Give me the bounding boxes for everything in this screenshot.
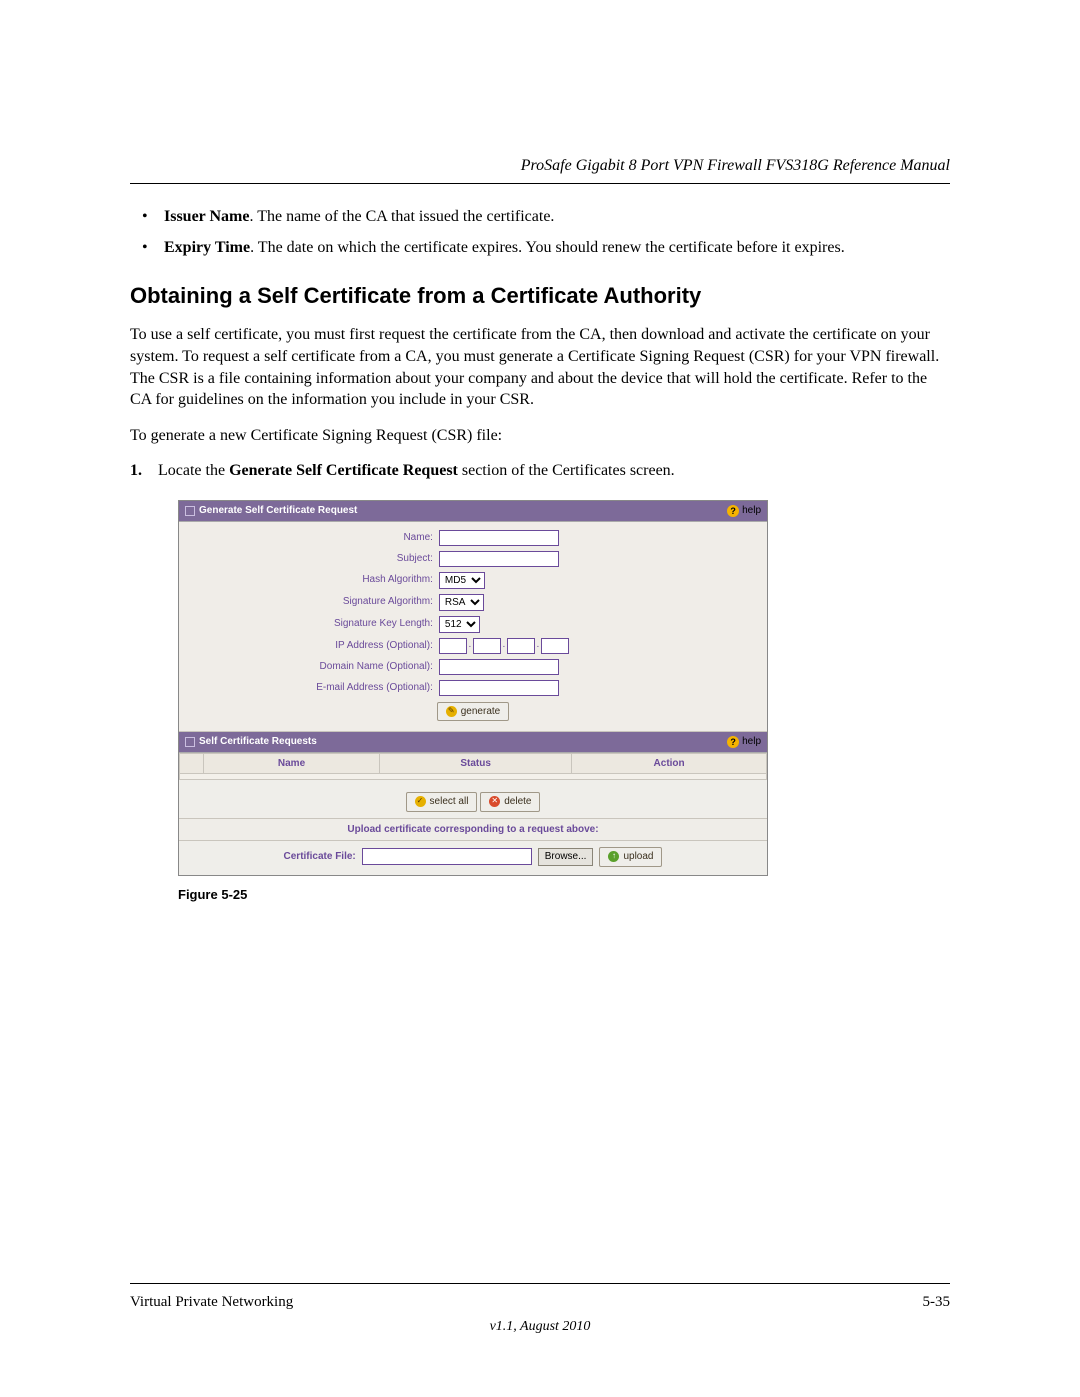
input-domain[interactable] [439,659,559,675]
generate-button[interactable]: ✎ generate [437,702,509,722]
panel2-title: Self Certificate Requests [199,735,317,749]
upload-label: upload [623,850,653,864]
label-subject: Subject: [189,552,439,566]
col-action: Action [572,753,767,774]
definition-item: Expiry Time. The date on which the certi… [164,237,950,259]
input-ip-octet-3[interactable] [507,638,535,654]
select-all-button[interactable]: ✓ select all [406,792,478,812]
upload-button[interactable]: ↑ upload [599,847,662,867]
section-heading: Obtaining a Self Certificate from a Cert… [130,281,950,311]
panel-collapse-icon[interactable] [185,506,195,516]
label-domain: Domain Name (Optional): [189,660,439,674]
col-check [180,753,204,774]
requests-table: Name Status Action [179,753,767,781]
panel2-body: Name Status Action ✓ select all ✕ delete… [179,753,767,875]
step-text-suffix: section of the Certificates screen. [458,462,675,479]
col-status: Status [380,753,572,774]
select-all-icon: ✓ [415,796,426,807]
generate-icon: ✎ [446,706,457,717]
upload-icon: ↑ [608,851,619,862]
footer-rule [130,1283,950,1284]
label-ip-address: IP Address (Optional): [189,639,439,653]
footer-page-number: 5-35 [923,1292,951,1312]
bullet-marker: • [142,237,164,259]
help-icon: ? [727,736,739,748]
input-ip-octet-2[interactable] [473,638,501,654]
delete-button[interactable]: ✕ delete [480,792,540,812]
delete-label: delete [504,795,531,809]
page-header-title: ProSafe Gigabit 8 Port VPN Firewall FVS3… [130,155,950,177]
paragraph-2: To generate a new Certificate Signing Re… [130,425,950,447]
step-text-prefix: Locate the [158,462,229,479]
definition-term: Expiry Time [164,239,250,256]
paragraph-1: To use a self certificate, you must firs… [130,324,950,410]
label-name: Name: [189,531,439,545]
label-signature-algorithm: Signature Algorithm: [189,595,439,609]
help-label: help [742,504,761,518]
input-name[interactable] [439,530,559,546]
table-empty-row [180,774,767,780]
panel1-header: Generate Self Certificate Request ? help [179,501,767,522]
help-label: help [742,735,761,749]
delete-icon: ✕ [489,796,500,807]
select-key-length[interactable]: 512 [439,616,480,633]
page-footer: Virtual Private Networking 5-35 v1.1, Au… [130,1283,950,1337]
header-rule [130,183,950,184]
label-key-length: Signature Key Length: [189,617,439,631]
panel2-header: Self Certificate Requests ? help [179,732,767,753]
figure-caption: Figure 5-25 [178,886,950,904]
definition-list: • Issuer Name. The name of the CA that i… [142,206,950,259]
panel1-title: Generate Self Certificate Request [199,504,357,518]
panel1-body: Name: Subject: Hash Algorithm: MD5 Signa… [179,522,767,733]
figure-screenshot: Generate Self Certificate Request ? help… [178,500,768,876]
input-email[interactable] [439,680,559,696]
numbered-steps: 1. Locate the Generate Self Certificate … [130,460,950,482]
certificate-file-input[interactable] [362,848,532,865]
help-icon: ? [727,505,739,517]
ip-input-group: ... [439,638,569,654]
help-link[interactable]: ? help [727,504,761,518]
input-ip-octet-1[interactable] [439,638,467,654]
browse-button[interactable]: Browse... [538,848,594,866]
step-number: 1. [130,460,158,482]
definition-item: Issuer Name. The name of the CA that iss… [164,206,950,228]
upload-row: Certificate File: Browse... ↑ upload [179,841,767,875]
manual-page: ProSafe Gigabit 8 Port VPN Firewall FVS3… [0,0,1080,1397]
footer-section-name: Virtual Private Networking [130,1292,293,1312]
select-hash-algorithm[interactable]: MD5 [439,572,485,589]
help-link[interactable]: ? help [727,735,761,749]
step-text-bold: Generate Self Certificate Request [229,462,458,479]
col-name: Name [204,753,380,774]
bullet-marker: • [142,206,164,228]
label-hash: Hash Algorithm: [189,573,439,587]
generate-label: generate [461,705,500,719]
definition-desc: . The date on which the certificate expi… [250,239,845,256]
definition-term: Issuer Name [164,208,249,225]
panel-collapse-icon[interactable] [185,737,195,747]
upload-instruction: Upload certificate corresponding to a re… [179,818,767,842]
select-all-label: select all [430,795,469,809]
label-email: E-mail Address (Optional): [189,681,439,695]
step-text: Locate the Generate Self Certificate Req… [158,460,950,482]
select-signature-algorithm[interactable]: RSA [439,594,484,611]
input-subject[interactable] [439,551,559,567]
certificate-file-label: Certificate File: [284,850,356,864]
definition-desc: . The name of the CA that issued the cer… [249,208,554,225]
footer-version: v1.1, August 2010 [130,1318,950,1337]
input-ip-octet-4[interactable] [541,638,569,654]
